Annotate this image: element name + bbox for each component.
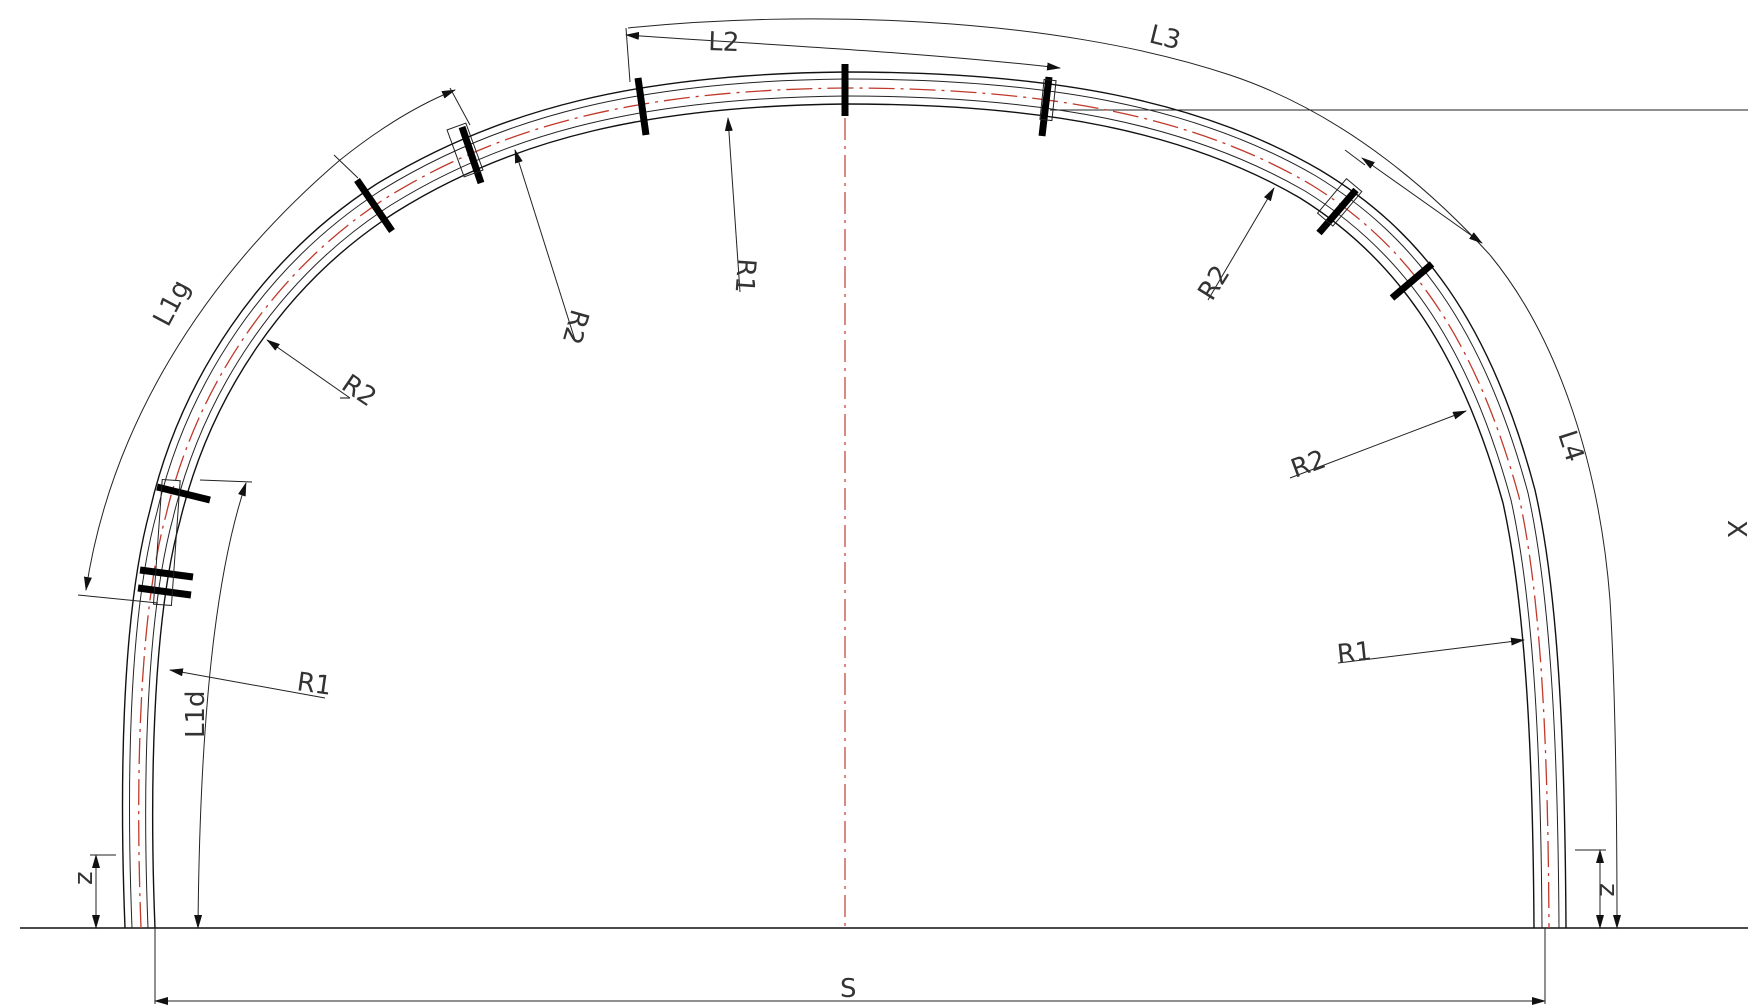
joint-left-upper-2	[458, 125, 485, 185]
dimension-L3-segment	[1344, 149, 1483, 244]
radius-R1-right: R1	[1336, 637, 1525, 670]
radius-R1-left: R1	[169, 667, 333, 702]
dimension-L2: L2	[625, 27, 1061, 83]
overlap-plates	[152, 78, 1363, 607]
joint-crown-right	[1038, 76, 1053, 137]
dimension-L4: L4	[1489, 254, 1621, 929]
joint-left-lower-1	[156, 483, 211, 504]
label-L1d: L1d	[181, 690, 211, 738]
joint-left-lower-3	[137, 584, 192, 599]
label-R1-right: R1	[1336, 637, 1374, 670]
joint-left-upper-1	[354, 178, 395, 233]
label-R1-crown: R1	[729, 258, 761, 295]
label-S: S	[840, 974, 857, 1004]
label-R2-left: R2	[336, 369, 381, 413]
label-X-partial: X	[1721, 520, 1748, 538]
label-L4: L4	[1551, 427, 1589, 466]
label-L3: L3	[1146, 20, 1183, 57]
radius-R1-crown: R1	[724, 117, 761, 295]
label-z-right: z	[1593, 883, 1623, 897]
label-R2-upper-left: R2	[556, 306, 594, 348]
joint-right-upper-1	[1316, 187, 1359, 236]
label-L1g: L1g	[148, 275, 197, 331]
label-R1-left: R1	[295, 667, 333, 702]
dimension-S: S	[154, 928, 1546, 1005]
label-R2-right: R2	[1287, 445, 1330, 485]
label-L2: L2	[708, 27, 740, 58]
joint-right-upper-2	[1389, 261, 1435, 301]
dimension-z-left: z	[69, 854, 116, 929]
radius-R2-upper-left: R2	[514, 149, 594, 348]
label-z-left: z	[69, 871, 99, 885]
label-R2-upper-right: R2	[1192, 260, 1236, 305]
radius-R2-left: R2	[266, 339, 382, 413]
radius-R2-upper-right: R2	[1192, 187, 1275, 306]
radius-R2-right: R2	[1287, 410, 1467, 485]
joint-crown-left	[634, 77, 650, 136]
dimension-L3: L3	[627, 18, 1491, 256]
dimension-z-right: z	[1575, 849, 1623, 929]
dimension-L1d: L1d	[181, 479, 253, 929]
section-joints	[137, 64, 1435, 599]
plate-crown-right	[1039, 78, 1057, 122]
plate-right-upper	[1316, 178, 1363, 227]
joint-left-lower-2	[139, 566, 194, 581]
